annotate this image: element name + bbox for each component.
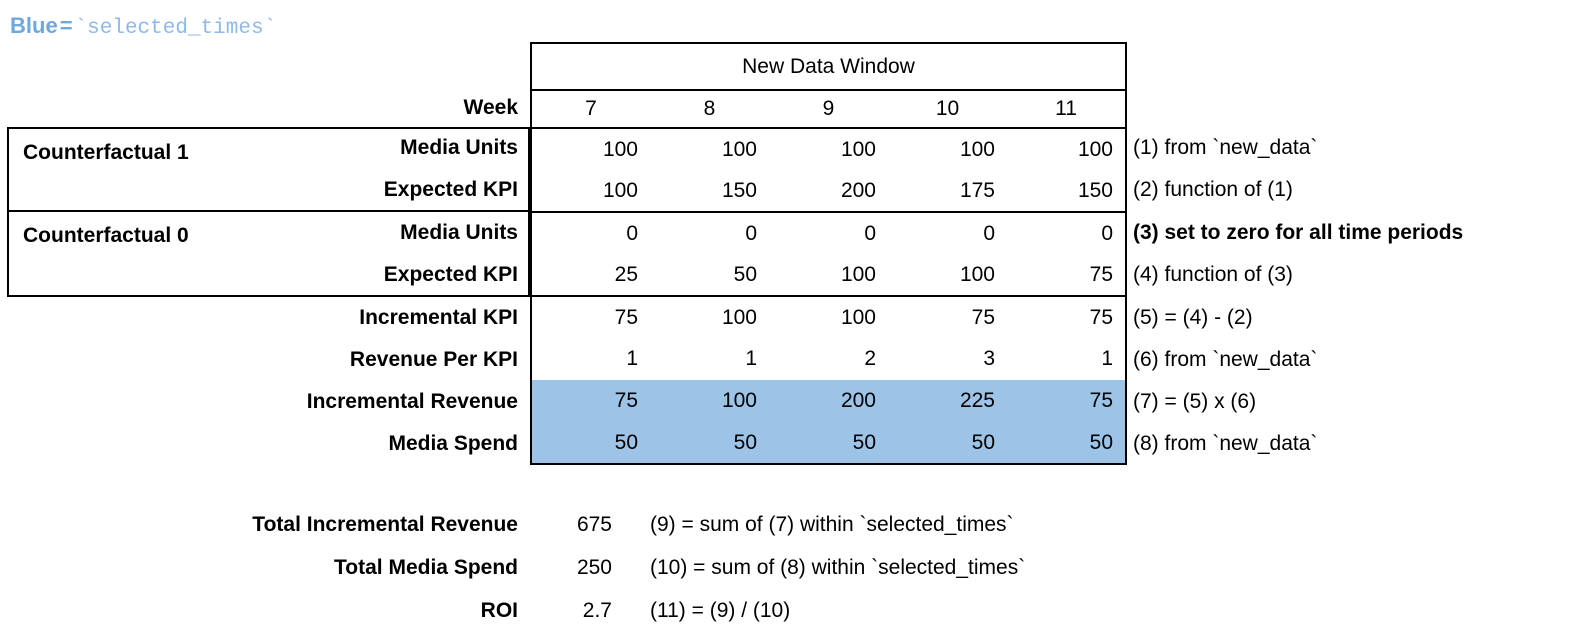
summary-value-total-media-spend: 250	[576, 556, 612, 579]
week-header-label: Week	[463, 96, 518, 119]
annotation-5: (5) = (4) - (2)	[1133, 306, 1253, 329]
row-label-expected-kpi-1: Expected KPI	[383, 178, 518, 201]
summary-label-total-incremental-revenue: Total Incremental Revenue	[252, 513, 518, 536]
cell: 0	[983, 221, 995, 245]
legend-equals-sign: =	[59, 13, 73, 38]
cell: 75	[971, 305, 995, 329]
cell: 150	[1007, 170, 1126, 213]
week-cell-9: 9	[769, 90, 888, 129]
legend-blue-selected-times: Blue=`selected_times`	[10, 12, 276, 43]
cell: 50	[888, 422, 1007, 464]
cell: 1	[745, 347, 757, 370]
cell: 100	[531, 170, 650, 213]
cell: 50	[1007, 422, 1126, 464]
table-row: 75 100 100 75 75	[531, 296, 1126, 338]
annotation-3: (3) set to zero for all time periods	[1133, 221, 1464, 244]
cell: 225	[888, 380, 1007, 422]
legend-color-word: Blue	[10, 13, 58, 38]
cell: 200	[769, 170, 888, 213]
summary-note-11: (11) = (9) / (10)	[650, 599, 791, 622]
cell: 100	[721, 305, 757, 329]
table-row: 100 150 200 175 150	[531, 170, 1126, 213]
cell: 100	[888, 254, 1007, 297]
counterfactual-1-group: Counterfactual 1	[9, 129, 528, 212]
legend-code-token: `selected_times`	[74, 17, 277, 40]
cell: 100	[1077, 137, 1113, 161]
summary-value-roi: 2.7	[582, 599, 612, 622]
annotation-7: (7) = (5) x (6)	[1133, 390, 1257, 413]
counterfactual-0-group: Counterfactual 0	[9, 212, 528, 295]
cell: 0	[745, 221, 757, 245]
table-row-highlighted: 50 50 50 50 50	[531, 422, 1126, 464]
cell: 50	[650, 254, 769, 297]
annotation-1: (1) from `new_data`	[1133, 136, 1318, 159]
cell: 100	[840, 137, 876, 161]
week-cell-8: 8	[650, 90, 769, 129]
cell: 75	[1007, 380, 1126, 422]
table-header-group-row: New Data Window	[531, 43, 1126, 91]
table-week-row: 7 8 9 10 11	[531, 90, 1126, 129]
cell: 100	[650, 380, 769, 422]
counterfactual-1-label: Counterfactual 1	[23, 141, 189, 164]
cell: 1	[626, 347, 638, 370]
cell: 1	[1101, 347, 1113, 370]
summary-value-total-incremental-revenue: 675	[576, 513, 612, 536]
cell: 0	[626, 221, 638, 245]
cell: 75	[1007, 254, 1126, 297]
table-row: 1 1 2 3 1	[531, 338, 1126, 380]
cell: 100	[840, 305, 876, 329]
counterfactual-0-label: Counterfactual 0	[23, 224, 189, 247]
table-row: 25 50 100 100 75	[531, 254, 1126, 297]
cell: 100	[602, 137, 638, 161]
cell: 2	[864, 347, 876, 370]
week-cell-7: 7	[531, 90, 650, 129]
row-label-incremental-kpi: Incremental KPI	[359, 306, 518, 329]
counterfactual-group-box: Counterfactual 1 Counterfactual 0	[7, 127, 530, 297]
cell: 25	[531, 254, 650, 297]
annotation-4: (4) function of (3)	[1133, 263, 1293, 286]
row-label-incremental-revenue: Incremental Revenue	[306, 390, 518, 413]
summary-label-total-media-spend: Total Media Spend	[334, 556, 518, 579]
summary-label-roi: ROI	[480, 599, 518, 622]
cell: 50	[531, 422, 650, 464]
week-cell-11: 11	[1007, 90, 1126, 129]
cell: 50	[650, 422, 769, 464]
row-label-media-spend: Media Spend	[388, 432, 518, 455]
summary-note-10: (10) = sum of (8) within `selected_times…	[650, 556, 1026, 579]
row-label-media-units-0: Media Units	[400, 221, 518, 244]
table-row: 0 0 0 0 0	[531, 212, 1126, 254]
table-row-highlighted: 75 100 200 225 75	[531, 380, 1126, 422]
cell: 200	[769, 380, 888, 422]
table-row: 100 100 100 100 100	[531, 128, 1126, 170]
cell: 100	[769, 254, 888, 297]
row-label-expected-kpi-0: Expected KPI	[383, 263, 518, 286]
cell: 75	[531, 380, 650, 422]
new-data-window-table: New Data Window 7 8 9 10 11 100 100 100 …	[530, 42, 1127, 465]
week-cell-10: 10	[888, 90, 1007, 129]
cell: 150	[650, 170, 769, 213]
cell: 0	[864, 221, 876, 245]
cell: 100	[721, 137, 757, 161]
cell: 50	[769, 422, 888, 464]
cell: 0	[1101, 221, 1113, 245]
cell: 175	[888, 170, 1007, 213]
annotation-8: (8) from `new_data`	[1133, 432, 1318, 455]
cell: 75	[614, 305, 638, 329]
cell: 100	[959, 137, 995, 161]
new-data-window-header: New Data Window	[531, 43, 1126, 91]
annotation-6: (6) from `new_data`	[1133, 348, 1318, 371]
annotation-2: (2) function of (1)	[1133, 178, 1293, 201]
summary-note-9: (9) = sum of (7) within `selected_times`	[650, 513, 1014, 536]
cell: 3	[983, 347, 995, 370]
row-label-revenue-per-kpi: Revenue Per KPI	[349, 348, 518, 371]
row-label-media-units-1: Media Units	[400, 136, 518, 159]
cell: 75	[1089, 305, 1113, 329]
